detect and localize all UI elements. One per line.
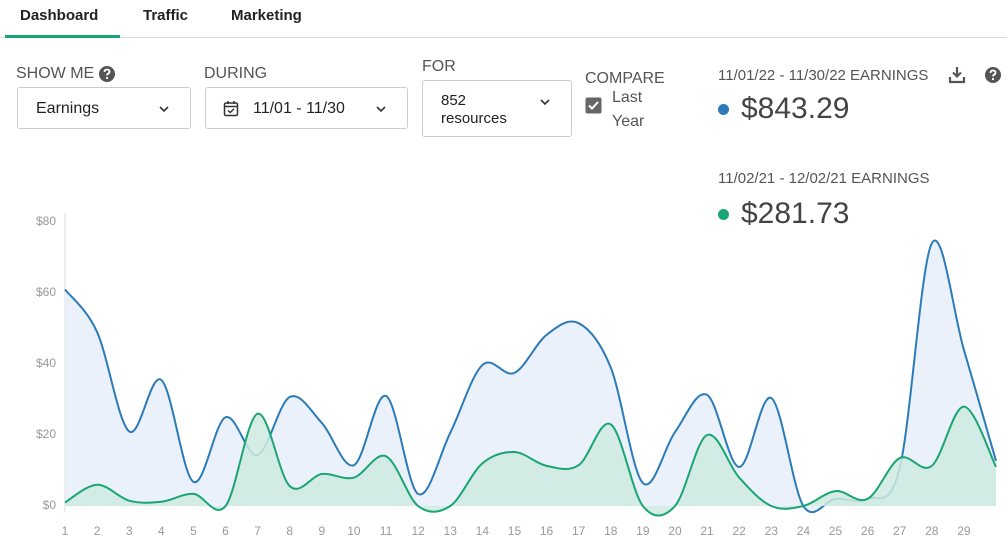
checkbox[interactable] <box>585 97 602 114</box>
x-tick-label: 11 <box>380 524 393 538</box>
x-tick-label: 22 <box>732 524 746 538</box>
chevron <box>159 106 169 113</box>
tab-divider <box>0 37 1007 38</box>
x-tick-label: 20 <box>668 524 682 538</box>
x-tick-label: 2 <box>94 524 101 538</box>
x-tick-label: 26 <box>861 524 875 538</box>
x-tick-label: 12 <box>411 524 425 538</box>
x-tick-label: 13 <box>444 524 458 538</box>
select-value: 852 resources <box>441 92 507 127</box>
for-select[interactable]: 852 resources <box>422 80 572 137</box>
x-tick-label: 5 <box>190 524 197 538</box>
y-tick-label: $40 <box>36 356 56 370</box>
tab[interactable]: Dashboard <box>20 7 99 24</box>
x-tick-label: 15 <box>508 524 522 538</box>
during-select[interactable]: 11/01 - 11/30 <box>205 87 408 129</box>
series-dot <box>718 104 729 115</box>
help-icon[interactable] <box>98 65 116 83</box>
x-tick-label: 10 <box>347 524 361 538</box>
y-tick-label: $80 <box>36 214 56 228</box>
x-tick-label: 23 <box>765 524 779 538</box>
x-tick-label: 18 <box>604 524 618 538</box>
area <box>65 406 996 516</box>
chevron <box>540 99 550 106</box>
compare-label: COMPARE <box>585 70 665 87</box>
show-me-select[interactable]: Earnings <box>17 87 191 129</box>
x-tick-label: 1 <box>62 524 69 538</box>
calendar-icon <box>223 101 239 117</box>
download-icon[interactable] <box>948 66 966 84</box>
y-tick-label: $60 <box>36 285 56 299</box>
x-tick-label: 4 <box>158 524 165 538</box>
during-label: DURING <box>204 65 268 82</box>
line <box>64 405 997 517</box>
x-tick-label: 29 <box>957 524 971 538</box>
x-tick-label: 7 <box>254 524 261 538</box>
show-me-label: SHOW ME <box>16 65 95 82</box>
x-tick-label: 3 <box>126 524 133 538</box>
x-tick-label: 21 <box>700 524 714 538</box>
summary-total: $843.29 <box>741 92 850 125</box>
y-tick-label: $0 <box>43 498 57 512</box>
tab[interactable]: Marketing <box>231 7 302 24</box>
x-tick-label: 14 <box>476 524 490 538</box>
x-tick-label: 25 <box>829 524 843 538</box>
summary-label: 11/02/21 - 12/02/21 EARNINGS <box>718 170 930 187</box>
for-label: FOR <box>422 58 456 75</box>
select-value: Earnings <box>36 100 100 117</box>
x-tick-label: 16 <box>540 524 554 538</box>
y-tick-label: $20 <box>36 427 56 441</box>
x-tick-label: 9 <box>318 524 325 538</box>
chevron <box>376 106 386 113</box>
x-tick-label: 24 <box>797 524 811 538</box>
compare-option: Last Year <box>612 89 645 130</box>
summary-total: $281.73 <box>741 197 850 230</box>
tab[interactable]: Traffic <box>143 7 189 24</box>
x-tick-label: 19 <box>636 524 650 538</box>
series-dot <box>718 209 729 220</box>
x-tick-label: 8 <box>286 524 293 538</box>
summary-label: 11/01/22 - 11/30/22 EARNINGS <box>718 67 929 84</box>
select-value: 11/01 - 11/30 <box>253 100 345 117</box>
help-icon[interactable] <box>984 66 1002 84</box>
area <box>65 240 996 513</box>
x-tick-label: 27 <box>893 524 907 538</box>
x-tick-label: 6 <box>222 524 229 538</box>
x-tick-label: 28 <box>925 524 939 538</box>
active-tab-indicator <box>5 35 120 38</box>
x-tick-label: 17 <box>572 524 586 538</box>
